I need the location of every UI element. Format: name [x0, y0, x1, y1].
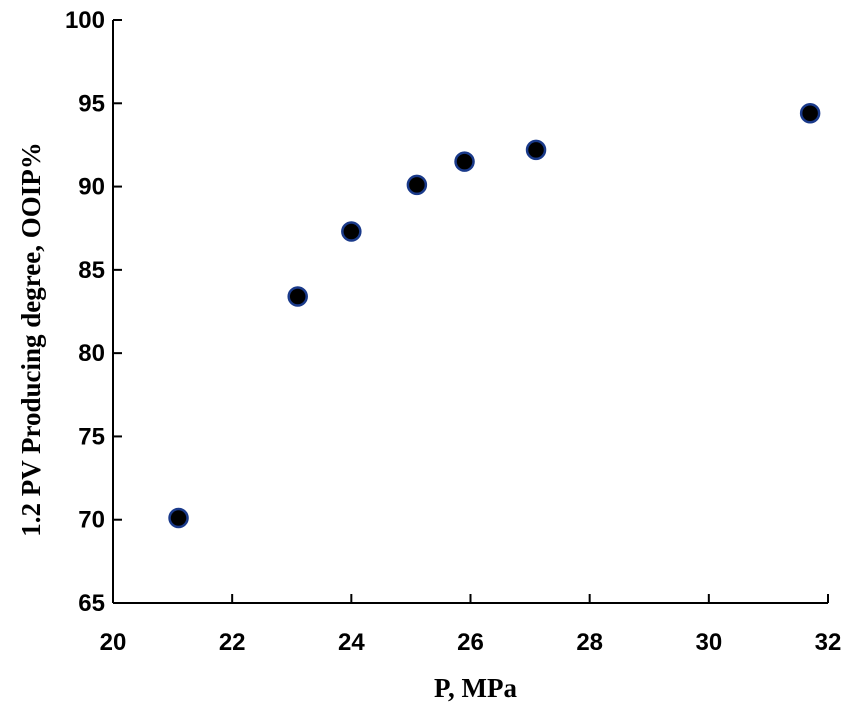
- data-point: [406, 174, 428, 196]
- x-tick-label: 32: [815, 629, 842, 656]
- y-axis-title: 1.2 PV Producing degree, OOIP%: [16, 142, 46, 537]
- data-point: [341, 221, 362, 242]
- y-axis-ticks: 65 70 75 80 85 90 95 100: [65, 7, 122, 617]
- y-tick-label: 65: [78, 590, 105, 617]
- y-tick-label: 80: [78, 340, 105, 367]
- data-point: [287, 286, 308, 307]
- x-axis-title: P, MPa: [434, 673, 517, 703]
- data-point: [454, 151, 475, 172]
- y-tick-label: 70: [78, 507, 105, 534]
- y-tick-label: 95: [78, 90, 105, 117]
- y-tick-label: 75: [78, 423, 105, 450]
- x-tick-label: 24: [338, 629, 365, 656]
- y-tick-label: 85: [78, 257, 105, 284]
- x-tick-label: 20: [100, 629, 127, 656]
- data-point: [525, 139, 547, 161]
- x-axis-ticks: 20 22 24 26 28 30 32: [100, 594, 842, 656]
- y-tick-label: 100: [65, 7, 105, 34]
- x-tick-label: 28: [576, 629, 603, 656]
- x-tick-label: 30: [695, 629, 722, 656]
- plot-axes: [112, 20, 828, 604]
- x-tick-label: 22: [219, 629, 246, 656]
- x-tick-label: 26: [457, 629, 484, 656]
- data-point: [799, 103, 821, 124]
- data-point: [168, 507, 189, 529]
- data-points: [168, 103, 821, 529]
- y-tick-label: 90: [78, 174, 105, 201]
